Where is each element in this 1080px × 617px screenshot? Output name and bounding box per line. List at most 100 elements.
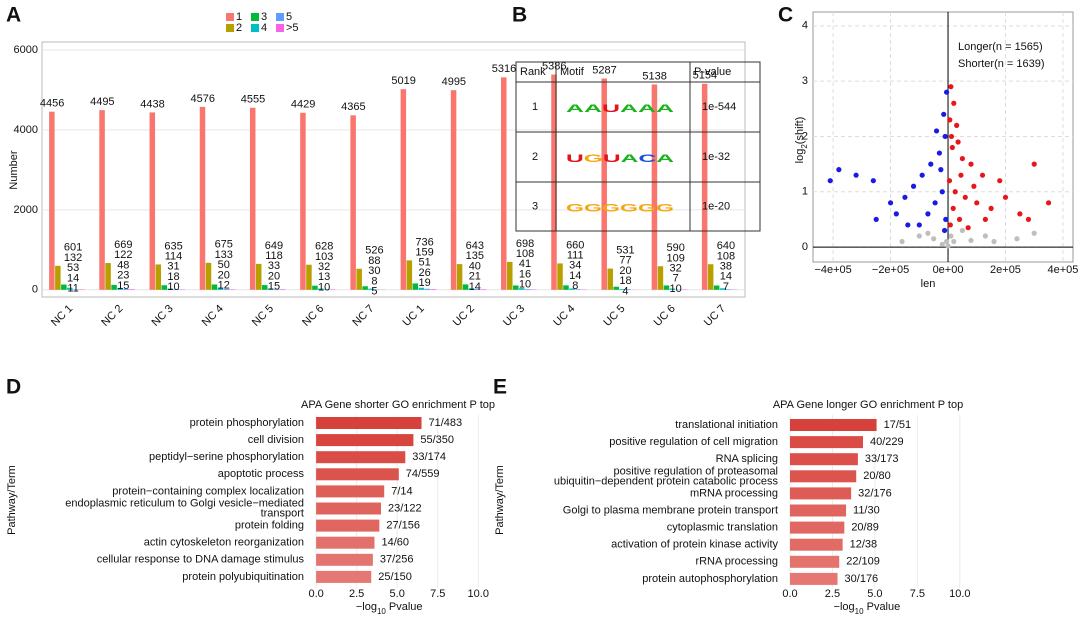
bar-count: 23/122 xyxy=(388,502,422,514)
value-label: 526 xyxy=(365,245,383,257)
point xyxy=(910,183,917,189)
bar xyxy=(318,288,324,290)
bar xyxy=(557,263,563,290)
category-label: RNA splicing xyxy=(716,453,778,465)
x-tick-label: UC 6 xyxy=(652,303,678,329)
bar xyxy=(350,115,356,290)
category-label: positive regulation of proteasomal ubiqui… xyxy=(554,465,779,487)
bar xyxy=(619,289,625,290)
table-header: P-value xyxy=(694,66,731,78)
x-tick-label: UC 4 xyxy=(551,303,577,329)
value-label: 133 xyxy=(215,249,233,261)
point xyxy=(971,183,977,189)
bar xyxy=(418,287,425,290)
bar xyxy=(368,288,374,290)
point xyxy=(827,178,833,184)
point xyxy=(836,167,842,173)
value-label: 20 xyxy=(268,270,280,282)
bar xyxy=(149,112,156,290)
point xyxy=(968,237,974,244)
motif-letter: A xyxy=(638,103,656,115)
bar xyxy=(789,521,845,534)
legend-label: Longer(n = 1565) xyxy=(958,41,1043,53)
panel-letter: D xyxy=(6,376,21,399)
value-label: 32 xyxy=(318,261,330,273)
bar xyxy=(316,536,375,549)
category-label: protein phosphorylation xyxy=(190,417,304,429)
value-label: 103 xyxy=(315,251,333,263)
value-label: 4429 xyxy=(291,99,315,111)
point xyxy=(947,222,953,228)
point xyxy=(943,89,950,95)
bar xyxy=(255,263,262,290)
bar xyxy=(61,284,67,290)
bar xyxy=(789,470,857,483)
value-label: 698 xyxy=(516,238,534,250)
x-tick-label: 5.0 xyxy=(867,588,882,600)
x-tick-label: NC 5 xyxy=(250,303,276,329)
bar xyxy=(513,285,519,290)
category-label: rRNA processing xyxy=(695,556,778,568)
point xyxy=(925,230,931,236)
point xyxy=(933,128,940,134)
value-label: 33 xyxy=(268,260,280,272)
y-tick-label: 1 xyxy=(802,186,808,198)
table-header: Motif xyxy=(560,66,585,78)
y-tick-label: 2000 xyxy=(14,204,38,216)
value-label: 10 xyxy=(519,279,531,291)
x-tick-label: NC 3 xyxy=(150,303,176,329)
motif-letter: U xyxy=(603,153,621,165)
value-label: 8 xyxy=(371,275,377,287)
bar-count: 40/229 xyxy=(870,436,904,448)
value-label: 41 xyxy=(519,258,531,270)
bar xyxy=(707,264,714,290)
bar xyxy=(424,288,431,290)
legend-swatch xyxy=(251,13,259,21)
x-tick-label: NC 4 xyxy=(200,303,226,329)
bar xyxy=(789,538,843,551)
value-label: 4 xyxy=(622,285,628,297)
bar xyxy=(306,264,312,290)
panel-letter: B xyxy=(512,4,527,27)
point xyxy=(968,161,974,167)
category-label: apoptotic process xyxy=(218,468,305,480)
bar xyxy=(430,289,437,290)
value-label: 16 xyxy=(519,268,531,280)
table-cell: 3 xyxy=(532,200,538,212)
value-label: 18 xyxy=(619,275,631,287)
category-label: cytoplasmic translation xyxy=(667,522,778,534)
y-axis-title: log2(shift) xyxy=(794,117,809,164)
value-label: 640 xyxy=(717,240,735,252)
x-axis-title-part: Pvalue xyxy=(386,601,423,613)
y-tick-label: 4000 xyxy=(14,124,38,136)
bar-count: 25/150 xyxy=(378,571,412,583)
value-label: 14 xyxy=(720,271,732,283)
point xyxy=(962,194,968,200)
table-cell: 2 xyxy=(532,151,538,163)
point xyxy=(945,243,951,249)
bar xyxy=(129,289,135,290)
x-tick-label: 0.0 xyxy=(782,588,797,600)
bar xyxy=(67,287,73,290)
legend-swatch xyxy=(226,24,234,32)
value-label: 635 xyxy=(164,240,182,252)
value-label: 5287 xyxy=(592,64,616,76)
bar xyxy=(613,286,619,290)
x-tick-label: NC 7 xyxy=(350,303,376,329)
point xyxy=(979,172,986,178)
point xyxy=(952,189,958,195)
value-label: 10 xyxy=(167,281,179,293)
table-cell: 1e-32 xyxy=(702,151,730,163)
y-tick-label: 0 xyxy=(802,241,808,253)
bar xyxy=(205,262,212,290)
bar xyxy=(789,572,838,585)
bar xyxy=(117,287,123,290)
point xyxy=(916,222,922,228)
bar xyxy=(480,289,487,290)
bar-count: 7/14 xyxy=(391,485,412,497)
point xyxy=(959,155,965,162)
legend-swatch xyxy=(276,24,284,32)
bar xyxy=(468,288,475,290)
bar xyxy=(316,434,414,447)
